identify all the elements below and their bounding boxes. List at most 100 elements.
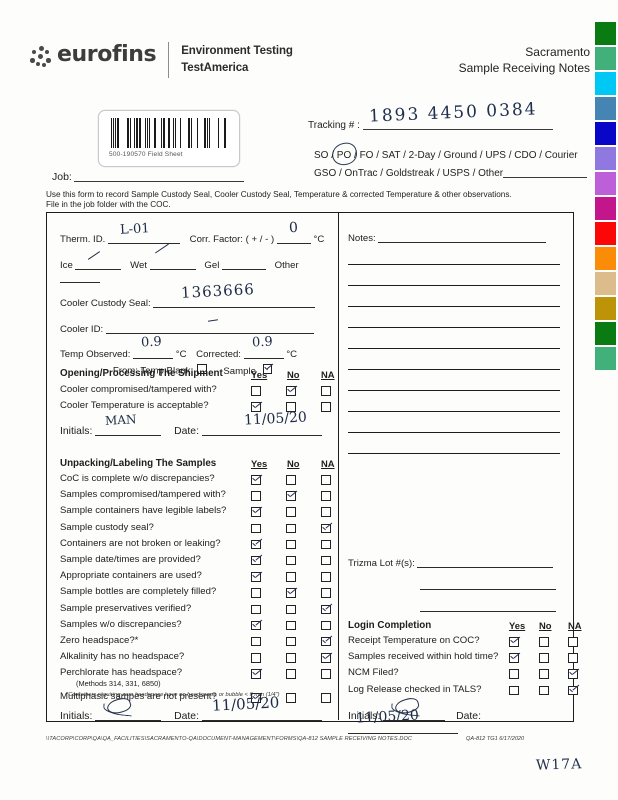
login-yes-checkbox-3[interactable] — [509, 669, 519, 679]
unpacking-no-checkbox-10[interactable] — [286, 620, 296, 631]
unpacking-yes-checkbox-11[interactable] — [251, 636, 261, 647]
unpacking-na-checkbox-5[interactable] — [321, 539, 331, 550]
unpacking-na-checkbox-7[interactable] — [321, 572, 331, 582]
temp-source-row[interactable]: From: Temp Blank Sample — [60, 364, 325, 377]
wet-input[interactable] — [149, 243, 196, 270]
sample-source-checkbox[interactable] — [262, 364, 273, 374]
unpacking-no-checkbox-14[interactable] — [286, 693, 296, 703]
login-no-checkbox-3[interactable] — [539, 669, 549, 679]
unpacking-no-checkbox-9[interactable] — [286, 604, 296, 614]
unpacking-na-checkbox-3[interactable] — [321, 507, 331, 517]
gel-input[interactable] — [222, 258, 266, 270]
cooler-custody-seal-input[interactable]: 1363666 — [153, 280, 316, 308]
unpacking-yes-checkbox-14[interactable] — [251, 693, 261, 703]
unpacking-yes-checkbox-8[interactable] — [251, 588, 261, 598]
packing-medium-row[interactable]: Ice Wet Gel Other — [60, 243, 325, 284]
unpacking-yes-checkbox-5[interactable] — [251, 539, 261, 550]
trizma-section[interactable]: Trizma Lot #(s): — [348, 556, 560, 613]
unpacking-no-checkbox-11[interactable] — [286, 636, 296, 647]
notes-ruled-lines[interactable] — [348, 244, 560, 454]
login-na-checkbox-4[interactable] — [568, 685, 578, 696]
notes-input-line-1[interactable] — [378, 231, 547, 243]
unpacking-no-checkbox-6[interactable] — [286, 555, 296, 566]
opening-yes-checkbox-1[interactable] — [251, 386, 261, 396]
unpacking-no-checkbox-3[interactable] — [286, 507, 296, 517]
unpacking-no-checkbox-8[interactable] — [286, 588, 296, 598]
login-date-input[interactable]: 11/05/20 — [348, 707, 458, 734]
unpacking-na-checkbox-14[interactable] — [321, 693, 331, 703]
unpacking-no-checkbox-5[interactable] — [286, 539, 296, 550]
temperature-row[interactable]: Temp Observed: 0.9 °C Corrected: 0.9 °C — [60, 334, 325, 360]
notes-line-2[interactable] — [348, 244, 560, 265]
unpacking-yes-checkbox-2[interactable] — [251, 491, 261, 501]
login-initials-row[interactable]: Initials: Date: 11/05/20 — [348, 707, 572, 735]
unpacking-no-checkbox-12[interactable] — [286, 653, 296, 663]
login-no-checkbox-2[interactable] — [539, 653, 549, 663]
login-na-checkbox-1[interactable] — [568, 637, 578, 647]
unpacking-na-checkbox-13[interactable] — [321, 669, 331, 679]
unpacking-na-checkbox-1[interactable] — [321, 475, 331, 485]
corrected-input[interactable]: 0.9 — [243, 334, 284, 359]
unpacking-yes-checkbox-4[interactable] — [251, 523, 261, 534]
unpacking-na-checkbox-11[interactable] — [321, 636, 331, 647]
unpacking-na-checkbox-6[interactable] — [321, 555, 331, 566]
tracking-field[interactable]: Tracking # : 1893 4450 0384 — [308, 99, 553, 131]
ice-input[interactable] — [75, 250, 122, 270]
unpacking-na-checkbox-2[interactable] — [321, 491, 331, 501]
notes-line-4[interactable] — [348, 286, 560, 307]
notes-line-7[interactable] — [348, 349, 560, 370]
unpacking-yes-checkbox-9[interactable] — [251, 604, 261, 614]
notes-section[interactable]: Notes: — [348, 231, 560, 454]
unpacking-yes-checkbox-13[interactable] — [251, 669, 261, 679]
notes-line-8[interactable] — [348, 370, 560, 391]
login-yes-checkbox-2[interactable] — [509, 653, 519, 663]
trizma-input-2[interactable] — [420, 578, 556, 590]
unpacking-yes-checkbox-10[interactable] — [251, 620, 261, 631]
unpacking-no-checkbox-13[interactable] — [286, 669, 296, 679]
opening-date-input[interactable]: 11/05/20 — [201, 410, 322, 437]
temp-blank-checkbox[interactable] — [197, 364, 207, 374]
cooler-id-row[interactable]: Cooler ID: — [60, 318, 325, 335]
opening-na-checkbox-2[interactable] — [321, 402, 331, 412]
opening-no-checkbox-1[interactable] — [286, 386, 296, 396]
notes-line-11[interactable] — [348, 433, 560, 454]
trizma-input-3[interactable] — [420, 600, 556, 612]
unpacking-initials-input[interactable] — [95, 709, 162, 721]
unpacking-yes-checkbox-3[interactable] — [251, 507, 261, 517]
unpacking-na-checkbox-8[interactable] — [321, 588, 331, 598]
tracking-input[interactable]: 1893 4450 0384 — [362, 99, 553, 130]
unpacking-no-checkbox-2[interactable] — [286, 491, 296, 501]
notes-line-5[interactable] — [348, 307, 560, 328]
login-no-checkbox-4[interactable] — [539, 685, 549, 696]
job-field[interactable]: Job: — [52, 170, 244, 183]
other-input[interactable] — [60, 271, 100, 283]
unpacking-no-checkbox-7[interactable] — [286, 572, 296, 582]
unpacking-na-checkbox-12[interactable] — [321, 653, 331, 663]
job-input[interactable] — [73, 170, 244, 182]
opening-initials-input[interactable]: MAN — [95, 413, 162, 437]
unpacking-yes-checkbox-1[interactable] — [251, 475, 261, 485]
login-na-checkbox-2[interactable] — [568, 653, 578, 663]
unpacking-no-checkbox-1[interactable] — [286, 475, 296, 485]
unpacking-yes-checkbox-7[interactable] — [251, 572, 261, 582]
unpacking-na-checkbox-9[interactable] — [321, 604, 331, 614]
shipping-options-line-2[interactable]: GSO / OnTrac / Goldstreak / USPS / Other — [314, 167, 588, 179]
temp-observed-input[interactable]: 0.9 — [133, 334, 174, 359]
login-na-checkbox-3[interactable] — [568, 669, 578, 679]
therm-id-row[interactable]: Therm. ID. L-01 Corr. Factor: ( + / - ) … — [60, 220, 325, 245]
login-yes-checkbox-1[interactable] — [509, 637, 519, 647]
notes-line-10[interactable] — [348, 412, 560, 433]
login-no-checkbox-1[interactable] — [539, 637, 549, 647]
therm-id-input[interactable]: L-01 — [107, 221, 180, 244]
unpacking-date-input[interactable]: 11/05/20 — [201, 693, 322, 721]
login-initials-input[interactable] — [383, 709, 446, 721]
opening-yes-checkbox-2[interactable] — [251, 402, 261, 412]
notes-line-9[interactable] — [348, 391, 560, 412]
shipping-other-input[interactable] — [503, 167, 588, 178]
shipping-options-line-1[interactable]: SO / PO / FO / SAT / 2-Day / Ground / UP… — [314, 150, 578, 161]
unpacking-na-checkbox-4[interactable] — [321, 523, 331, 534]
notes-line-3[interactable] — [348, 265, 560, 286]
unpacking-no-checkbox-4[interactable] — [286, 523, 296, 534]
cooler-id-input[interactable] — [105, 318, 314, 334]
unpacking-initials-row[interactable]: Initials: Date: 11/05/20 — [60, 693, 340, 722]
